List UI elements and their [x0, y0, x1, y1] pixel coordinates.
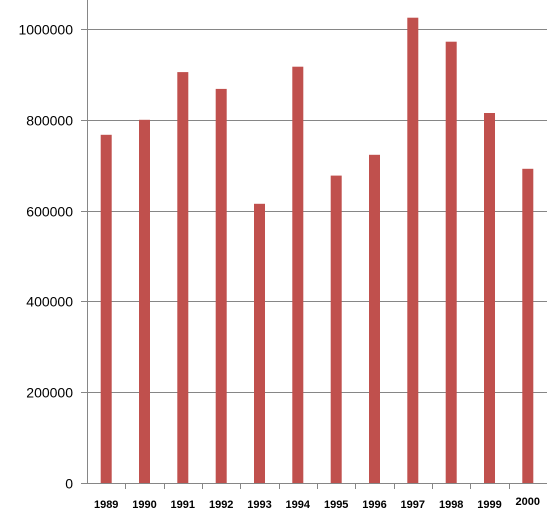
- bar-1998: [445, 41, 457, 483]
- bar-1990: [139, 119, 150, 484]
- x-tick-label: 1995: [324, 499, 348, 511]
- x-tick-label: 1989: [94, 499, 118, 511]
- bar-1999: [484, 113, 495, 483]
- bar-1997: [407, 17, 419, 483]
- x-tick-label: 1990: [132, 499, 156, 511]
- bar-1991: [177, 72, 189, 483]
- y-tick-label: 800000: [26, 113, 73, 129]
- bars: [100, 17, 534, 484]
- axes: [81, 0, 547, 489]
- bar-1996: [369, 154, 380, 484]
- x-tick-label: 1996: [362, 499, 386, 511]
- x-tick-label: 1994: [286, 499, 311, 511]
- y-tick-label: 400000: [26, 294, 73, 310]
- bar-1989: [100, 134, 112, 484]
- gridlines: [87, 29, 547, 393]
- y-tick-label: 200000: [26, 385, 73, 401]
- bar-1995: [330, 175, 342, 483]
- y-tick-label: 1000000: [18, 22, 73, 38]
- bar-2000: [522, 168, 534, 484]
- x-tick-label: 1991: [171, 499, 195, 511]
- y-tick-label: 0: [65, 476, 73, 492]
- y-tick-labels: 0 200000 400000 600000 800000 1000000: [18, 22, 73, 492]
- x-tick-label: 1998: [439, 499, 463, 511]
- x-tick-labels: 1989 1990 1991 1992 1993 1994 1995 1996 1997 1998…: [94, 496, 540, 511]
- bar-1992: [215, 88, 227, 484]
- x-tick-label: 1997: [401, 499, 425, 511]
- bar-1994: [292, 66, 304, 483]
- x-tick-label: 2000: [516, 496, 540, 508]
- y-tick-label: 600000: [26, 204, 73, 220]
- x-tick-label: 1992: [209, 499, 233, 511]
- x-tick-label: 1999: [477, 499, 501, 511]
- bar-1993: [254, 203, 265, 484]
- x-tick-label: 1993: [247, 499, 271, 511]
